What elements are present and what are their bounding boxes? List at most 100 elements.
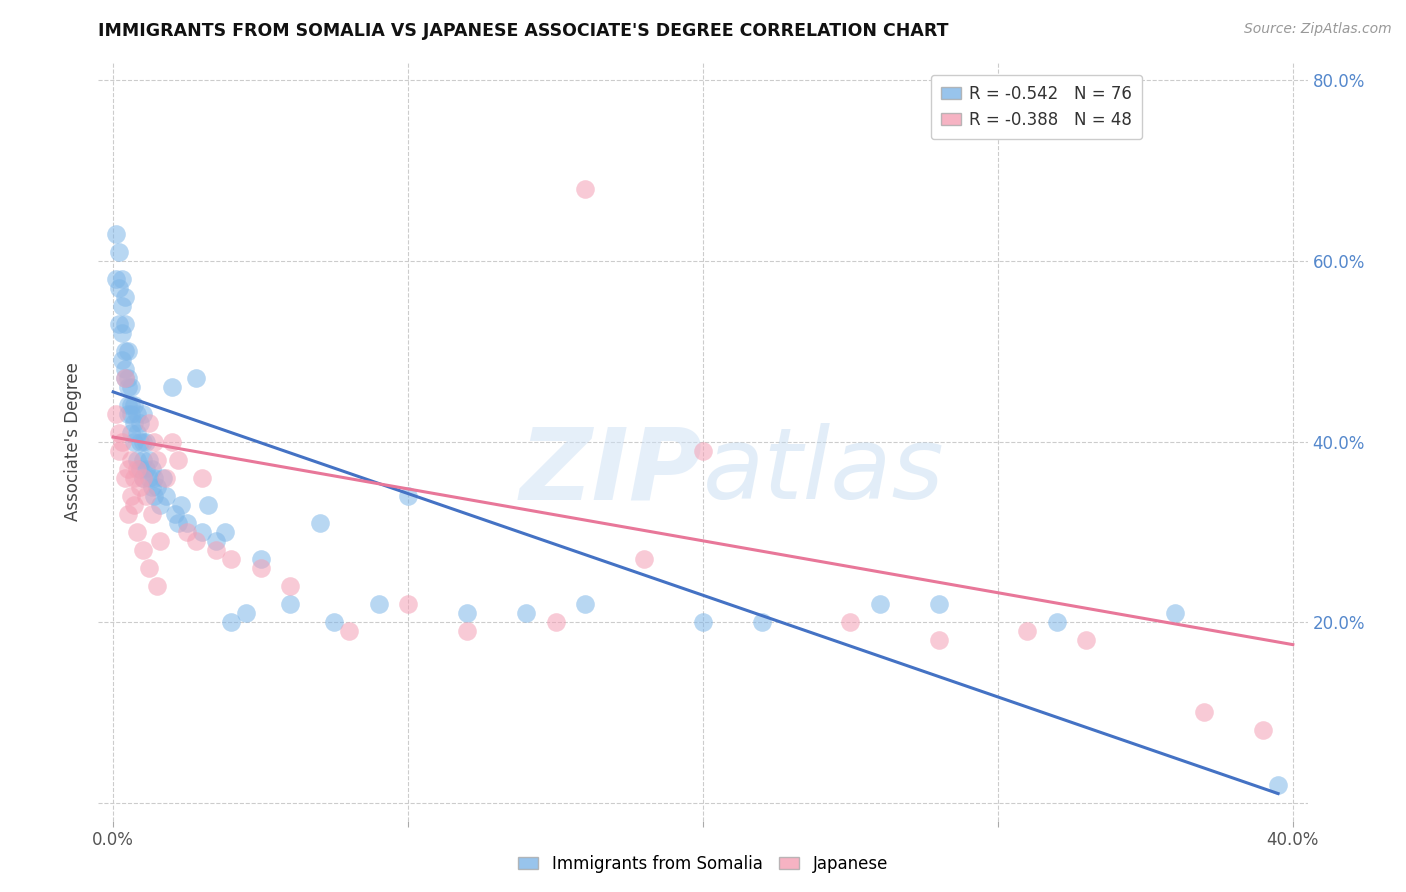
Point [128,461,150,475]
Point [170,498,193,512]
Point [122,498,145,512]
Point [111,434,134,449]
Point [108,443,131,458]
Point [219,615,242,629]
Point [114,290,136,304]
Text: Source: ZipAtlas.com: Source: ZipAtlas.com [1244,22,1392,37]
Point [135,461,157,475]
Point [114,470,136,484]
Point [114,317,136,331]
Point [396,597,419,611]
Point [367,597,389,611]
Text: atlas: atlas [703,424,945,520]
Point [143,489,166,503]
Point [456,624,478,639]
Point [337,624,360,639]
Point [160,380,183,394]
Point [117,507,139,521]
Point [108,281,131,295]
Text: IMMIGRANTS FROM SOMALIA VS JAPANESE ASSOCIATE'S DEGREE CORRELATION CHART: IMMIGRANTS FROM SOMALIA VS JAPANESE ASSO… [98,22,949,40]
Point [278,579,301,593]
Point [184,533,207,548]
Point [120,452,142,467]
Y-axis label: Associate's Degree: Associate's Degree [65,362,83,521]
Point [149,498,172,512]
Point [146,452,169,467]
Point [131,408,153,422]
Point [117,399,139,413]
Point [131,434,153,449]
Point [839,615,862,629]
Point [111,353,134,368]
Point [111,326,134,341]
Point [176,516,198,530]
Point [928,633,950,648]
Point [176,524,198,539]
Point [190,470,212,484]
Point [117,408,139,422]
Point [138,561,160,575]
Point [205,533,228,548]
Point [544,615,567,629]
Point [869,597,891,611]
Point [141,461,163,475]
Point [143,470,166,484]
Point [125,408,148,422]
Point [323,615,346,629]
Point [396,489,419,503]
Point [1017,624,1039,639]
Point [120,425,142,440]
Point [155,489,177,503]
Point [122,470,145,484]
Point [131,470,153,484]
Point [128,417,150,431]
Point [131,470,153,484]
Point [131,542,153,557]
Point [125,452,148,467]
Point [149,533,172,548]
Point [184,371,207,385]
Point [114,371,136,385]
Point [138,470,160,484]
Point [146,480,169,494]
Point [633,552,655,566]
Point [1164,606,1187,620]
Point [114,362,136,376]
Point [751,615,773,629]
Point [235,606,257,620]
Point [105,408,128,422]
Point [141,507,163,521]
Point [131,452,153,467]
Point [105,272,128,286]
Point [692,443,714,458]
Point [122,417,145,431]
Point [125,425,148,440]
Point [117,380,139,394]
Point [122,434,145,449]
Legend: Immigrants from Somalia, Japanese: Immigrants from Somalia, Japanese [512,848,894,880]
Point [1046,615,1069,629]
Point [114,371,136,385]
Point [120,399,142,413]
Point [456,606,478,620]
Point [155,470,177,484]
Point [117,344,139,359]
Point [128,480,150,494]
Point [111,299,134,313]
Point [125,461,148,475]
Point [692,615,714,629]
Point [167,516,190,530]
Point [135,489,157,503]
Point [108,317,131,331]
Point [165,507,187,521]
Point [120,489,142,503]
Point [135,434,157,449]
Point [160,434,183,449]
Point [125,524,148,539]
Point [249,561,271,575]
Point [219,552,242,566]
Point [197,498,219,512]
Text: ZIP: ZIP [520,424,703,520]
Point [108,425,131,440]
Point [120,408,142,422]
